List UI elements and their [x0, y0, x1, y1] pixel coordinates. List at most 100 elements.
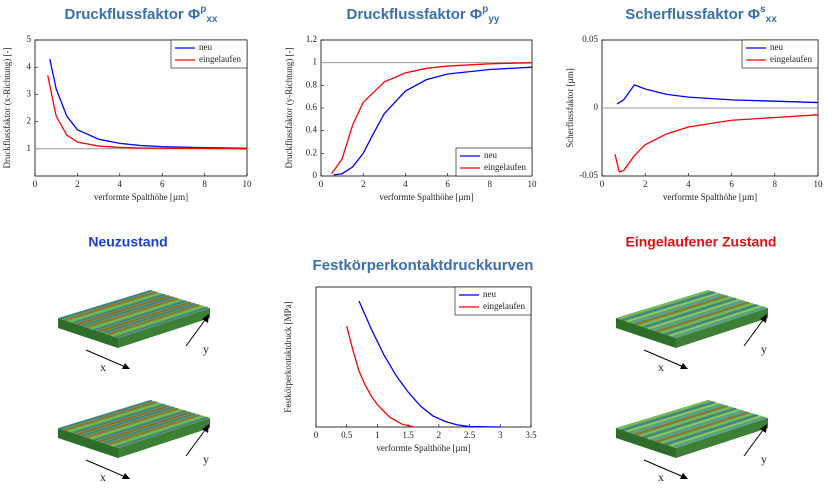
x-tick-label: 6 [160, 179, 165, 189]
x-tick-label: 1.5 [403, 430, 415, 440]
y-tick-label: 3 [27, 88, 32, 98]
y-tick-label: 0 [313, 170, 318, 180]
surface-stripe [626, 292, 719, 323]
chart-title: Scherflussfaktor Φsxx [625, 4, 777, 25]
y-tick-label: -0.05 [579, 170, 598, 180]
title-text: Festkörperkontaktdruckkurven [313, 257, 534, 274]
surface-stripe [68, 402, 161, 433]
x-tick-label: 8 [488, 179, 493, 189]
x-tick-label: 2 [361, 179, 366, 189]
surface-image: xy [616, 399, 768, 484]
y-tick-label: 0 [594, 102, 599, 112]
arrow-head [122, 363, 130, 369]
series-line [47, 75, 248, 150]
y-tick-label: 0.4 [306, 125, 318, 135]
y-axis-label: Scherflussfaktor [µm] [565, 68, 575, 147]
surface-stripe [77, 295, 170, 326]
x-tick-label: 4 [686, 179, 691, 189]
surface-stripe [665, 414, 758, 446]
surface-stripe [669, 415, 762, 447]
x-tick-label: 0 [314, 430, 319, 440]
surface-top [58, 290, 210, 338]
surface-stripe [639, 406, 732, 437]
x-tick-label: 2 [643, 179, 648, 189]
series-line [616, 84, 819, 105]
axis-arrow [85, 459, 129, 479]
x-tick-label: 0 [319, 179, 324, 189]
x-tick-label: 0 [600, 179, 605, 189]
surface-stripe [665, 304, 758, 336]
x-tick-label: 6 [729, 179, 734, 189]
surface-stripe [673, 306, 767, 339]
axis-letter: x [658, 360, 664, 374]
surface-side [118, 308, 210, 348]
arrow-head [760, 424, 767, 433]
chart-title: Druckflussfaktor Φpyy [347, 4, 500, 25]
surface-stripe [81, 406, 174, 437]
y-tick-label: 0.6 [306, 102, 318, 112]
axis-letter: y [203, 342, 209, 356]
legend-label: neu [199, 42, 212, 52]
surface-top [616, 290, 768, 338]
surface-stripe [656, 411, 749, 443]
surface-stripe [81, 296, 174, 327]
surface-stripe [89, 298, 183, 330]
axis-arrow [85, 349, 129, 369]
axis-arrow [743, 315, 767, 347]
axis-letter: y [203, 452, 209, 466]
surface-image: xy [616, 289, 768, 374]
arrow-head [202, 424, 209, 433]
x-axis-label: verformte Spalthöhe [µm] [94, 192, 188, 202]
legend-label: eingelaufen [484, 162, 526, 172]
surface-stripe [635, 295, 728, 326]
surface-top [616, 400, 768, 448]
surface-stripe [643, 407, 737, 439]
series-line [331, 62, 533, 175]
panel-title: Neuzustand [88, 234, 167, 250]
surface-stripe [72, 293, 166, 324]
surface-stripe [111, 305, 204, 337]
y-tick-label: 1.2 [306, 34, 317, 44]
axis-letter: y [761, 452, 767, 466]
arrow-head [760, 314, 767, 323]
y-tick-label: 0.2 [306, 147, 317, 157]
surface-stripe [85, 407, 179, 439]
surface-side [616, 428, 676, 458]
surface-stripe [622, 401, 715, 431]
y-tick-label: 0.8 [306, 79, 318, 89]
surface-stripe [647, 408, 741, 440]
surface-stripe [660, 412, 754, 444]
surface-stripe [115, 306, 209, 339]
axis-arrow [643, 349, 687, 369]
legend-label: eingelaufen [199, 54, 241, 64]
arrow-head [122, 473, 130, 479]
legend-box [741, 39, 819, 69]
surface-stripe [652, 410, 745, 441]
legend-box [170, 39, 248, 69]
axis-letter: x [100, 470, 106, 484]
title-superscript: p [200, 4, 206, 15]
x-axis-label: verformte Spalthöhe [µm] [379, 192, 473, 202]
surface-stripe [630, 403, 724, 434]
legend-label: neu [483, 289, 496, 299]
legend-label: neu [770, 42, 783, 52]
surface-stripe [59, 289, 153, 320]
surface-stripe [643, 297, 737, 329]
axis-arrow [643, 459, 687, 479]
axis-arrow [185, 315, 209, 347]
surface-stripe [626, 402, 719, 433]
surface-stripe [669, 305, 762, 337]
x-tick-label: 2.5 [464, 430, 476, 440]
legend-label: eingelaufen [483, 301, 525, 311]
surface-image: xy [58, 399, 210, 484]
x-tick-label: 8 [202, 179, 207, 189]
x-tick-label: 3 [498, 430, 503, 440]
surface-stripe [59, 399, 153, 430]
y-tick-label: 1 [313, 57, 318, 67]
x-tick-label: 3.5 [525, 430, 537, 440]
surface-stripe [98, 301, 191, 333]
surface-stripe [107, 304, 200, 336]
chart-title: Druckflussfaktor Φpxx [65, 4, 218, 25]
x-axis-label: verformte Spalthöhe [µm] [663, 192, 757, 202]
surface-side [616, 318, 676, 348]
